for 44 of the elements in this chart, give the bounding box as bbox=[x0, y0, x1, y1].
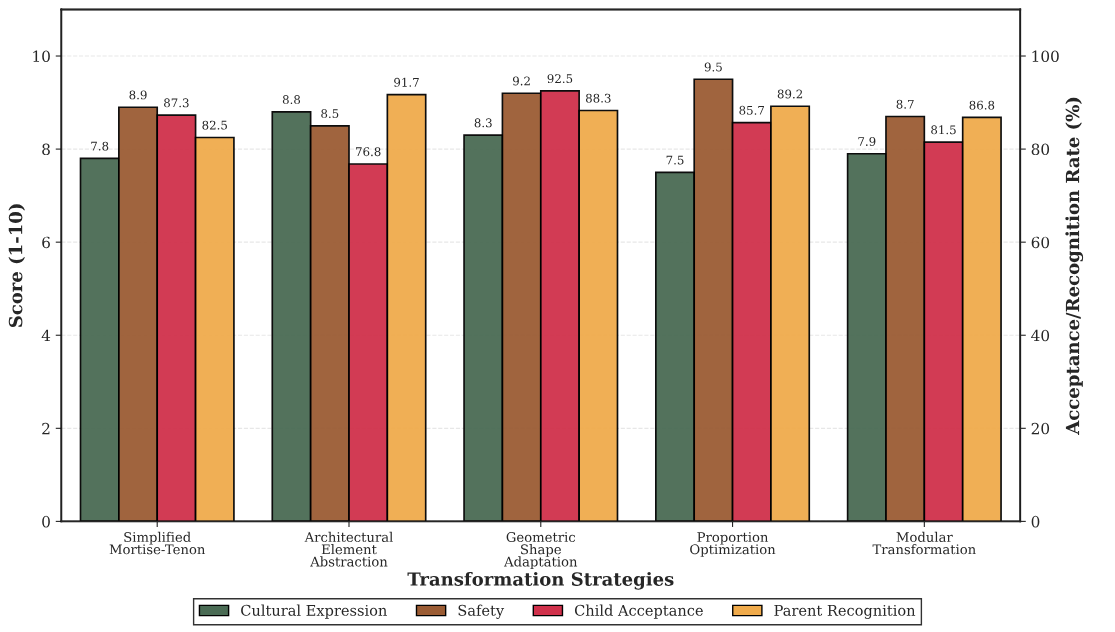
y2-tick-label: 0 bbox=[1031, 515, 1040, 528]
data-label: 9.5 bbox=[704, 62, 722, 72]
x-tick-label: Modular Transformation bbox=[872, 531, 976, 555]
y-tick-label: 10 bbox=[33, 50, 50, 63]
y-tick-label: 2 bbox=[42, 422, 50, 435]
data-label: 82.5 bbox=[202, 120, 227, 130]
legend-label: Cultural Expression bbox=[241, 604, 387, 619]
x-tick-label: Architectural Element Abstraction bbox=[304, 531, 393, 567]
legend-label: Child Acceptance bbox=[574, 604, 703, 619]
y-tick-label: 0 bbox=[42, 515, 50, 528]
data-label: 8.5 bbox=[321, 109, 339, 118]
y2-axis-title: Acceptance/Recognition Rate (%) bbox=[1065, 97, 1084, 435]
data-label: 8.8 bbox=[282, 95, 301, 105]
x-tick-label: Proportion Optimization bbox=[690, 532, 776, 557]
data-label: 91.7 bbox=[394, 77, 419, 87]
y2-tick-label: 80 bbox=[1031, 143, 1050, 156]
data-label: 9.2 bbox=[512, 76, 530, 86]
y-tick-label: 4 bbox=[41, 329, 51, 342]
data-label: 81.5 bbox=[931, 125, 956, 135]
data-label: 7.8 bbox=[91, 141, 109, 151]
x-tick-label: Geometric Shape Adaptation bbox=[503, 532, 578, 570]
data-label: 8.3 bbox=[474, 118, 492, 128]
y-axis-title: Score (1-10) bbox=[8, 204, 25, 328]
y-tick-label: 6 bbox=[42, 236, 50, 249]
data-label: 87.3 bbox=[164, 98, 189, 108]
data-label: 88.3 bbox=[585, 93, 611, 103]
data-label: 7.9 bbox=[858, 136, 876, 146]
x-axis-title: Transformation Strategies bbox=[407, 571, 674, 590]
data-label: 92.5 bbox=[547, 74, 573, 84]
y2-tick-label: 20 bbox=[1031, 422, 1050, 435]
x-tick-label: Simplified Mortise-Tenon bbox=[109, 531, 206, 555]
y2-tick-label: 40 bbox=[1031, 329, 1050, 342]
data-label: 76.8 bbox=[356, 147, 381, 157]
legend-label: Safety bbox=[458, 604, 505, 619]
data-label: 8.7 bbox=[896, 99, 914, 109]
data-label: 8.9 bbox=[129, 90, 147, 100]
y2-tick-label: 60 bbox=[1031, 236, 1050, 249]
data-label: 86.8 bbox=[969, 100, 995, 110]
y2-tick-label: 100 bbox=[1032, 50, 1059, 63]
y-tick-label: 8 bbox=[42, 143, 50, 156]
data-label: 85.7 bbox=[739, 105, 765, 115]
data-label: 89.2 bbox=[777, 89, 803, 99]
legend-label: Parent Recognition bbox=[774, 604, 916, 619]
data-label: 7.5 bbox=[666, 155, 684, 165]
